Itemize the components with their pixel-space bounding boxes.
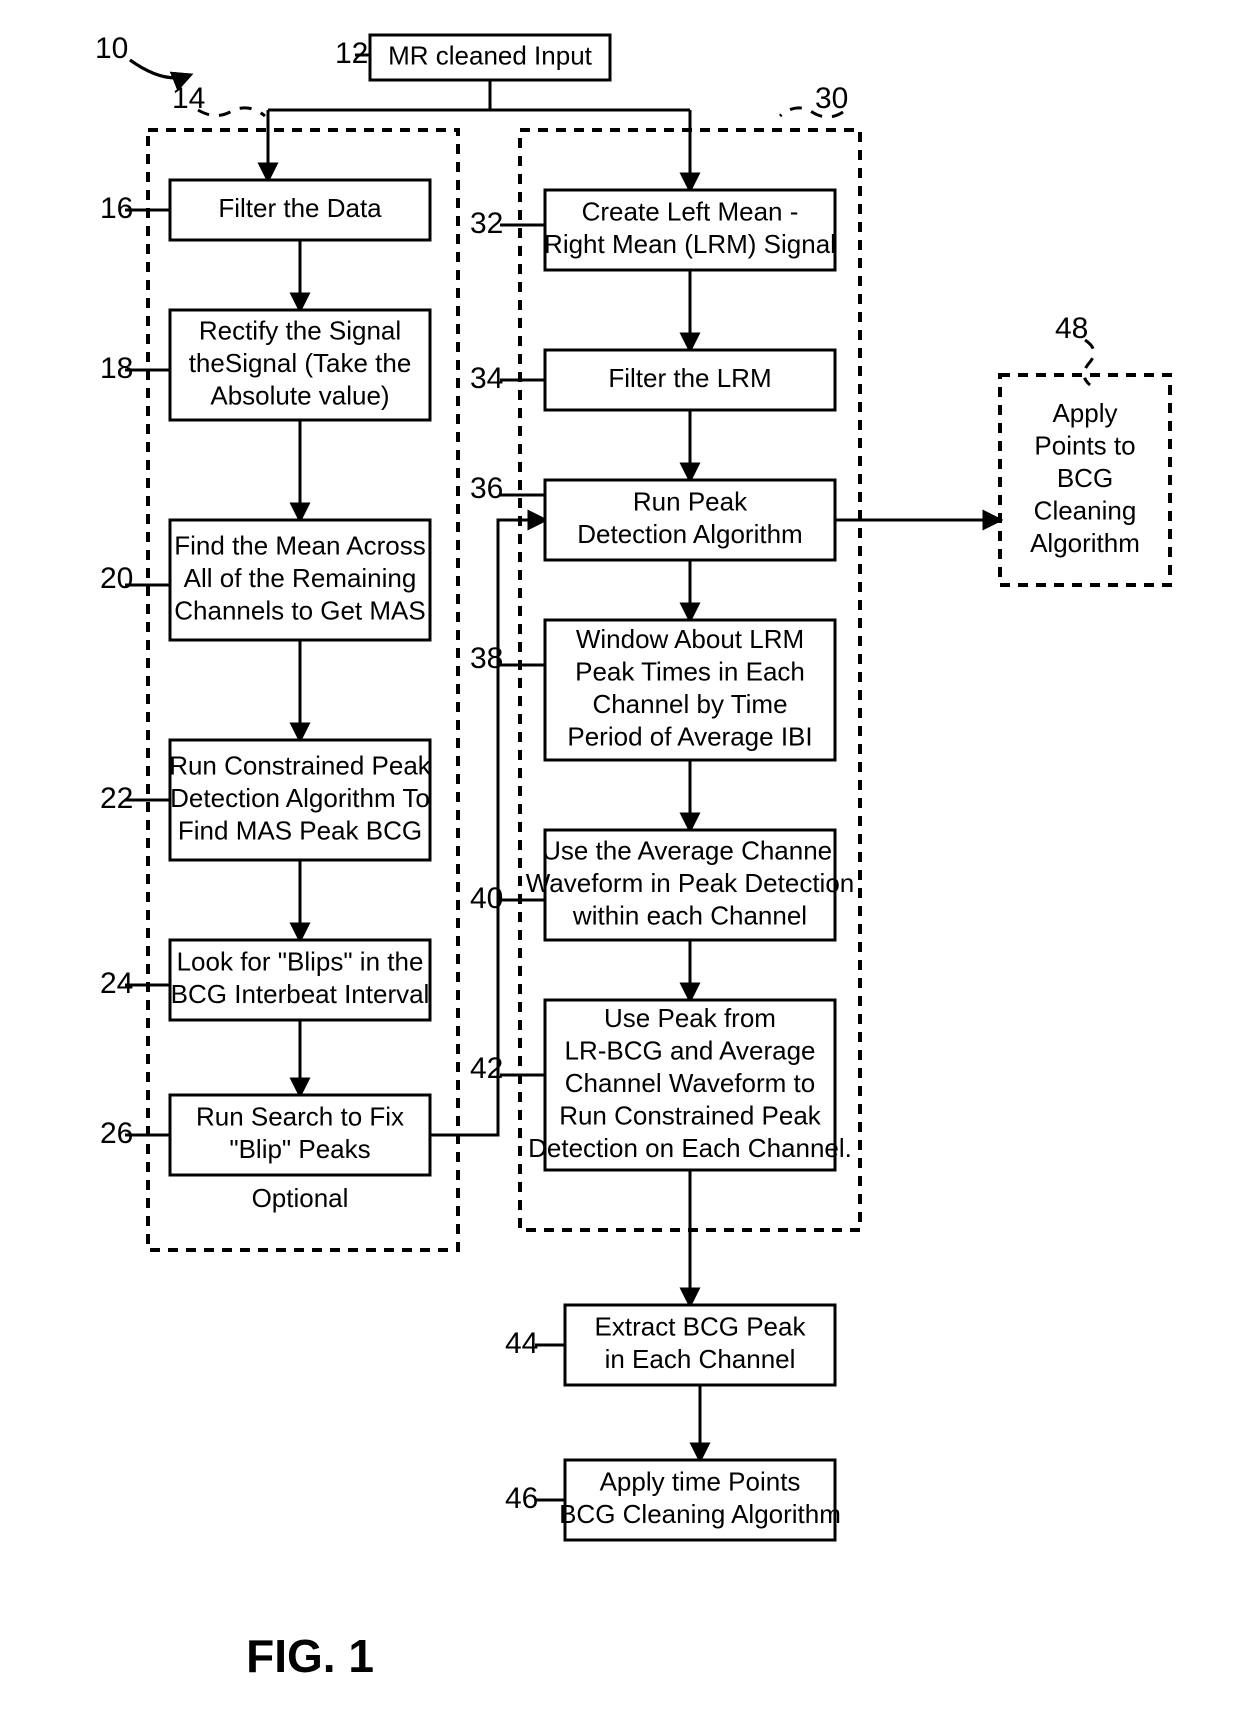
box-b18-line-1: theSignal (Take the (189, 348, 412, 378)
optional-caption: Optional (252, 1183, 349, 1213)
box-b44-line-1: in Each Channel (605, 1344, 796, 1374)
box-b22-line-2: Find MAS Peak BCG (178, 815, 422, 845)
box-b18: Rectify the SignaltheSignal (Take theAbs… (170, 310, 430, 420)
box-b26-line-0: Run Search to Fix (196, 1102, 404, 1132)
box-b16: Filter the Data (170, 180, 430, 240)
box-b38-line-3: Period of Average IBI (567, 722, 812, 752)
box-b48-line-3: Cleaning (1034, 495, 1137, 525)
ref-32: 32 (470, 207, 503, 240)
ref-38: 38 (470, 642, 503, 675)
dashed-leader-n14 (198, 108, 265, 116)
ref-42: 42 (470, 1052, 503, 1085)
box-b42-line-4: Detection on Each Channel. (528, 1133, 852, 1163)
box-b20-line-1: All of the Remaining (184, 563, 417, 593)
ref-10: 10 (95, 32, 128, 65)
ref-18: 18 (100, 352, 133, 385)
box-b42-line-0: Use Peak from (604, 1003, 776, 1033)
ref-14: 14 (172, 82, 205, 115)
box-b38: Window About LRMPeak Times in EachChanne… (545, 620, 835, 760)
box-b44: Extract BCG Peakin Each Channel (565, 1305, 835, 1385)
box-b32-line-1: Right Mean (LRM) Signal (544, 229, 836, 259)
group-g14 (148, 130, 458, 1250)
box-b26: Run Search to Fix"Blip" Peaks (170, 1095, 430, 1175)
box-b16-line-0: Filter the Data (218, 193, 382, 223)
ref-30: 30 (815, 82, 848, 115)
box-b20: Find the Mean AcrossAll of the Remaining… (170, 520, 430, 640)
box-b36: Run PeakDetection Algorithm (545, 480, 835, 560)
box-b48: ApplyPoints toBCGCleaningAlgorithm (1000, 375, 1170, 585)
box-b22-line-0: Run Constrained Peak (169, 750, 432, 780)
ref-26: 26 (100, 1117, 133, 1150)
box-b40-line-2: within each Channel (572, 900, 807, 930)
box-b18-line-0: Rectify the Signal (199, 315, 401, 345)
box-b38-line-1: Peak Times in Each (575, 657, 805, 687)
edge-16 (430, 520, 545, 1135)
box-b40-line-0: Use the Average Channel (542, 835, 838, 865)
box-b48-line-0: Apply (1052, 398, 1117, 428)
ref-16: 16 (100, 192, 133, 225)
box-b22-line-1: Detection Algorithm To (170, 783, 430, 813)
box-b36-line-1: Detection Algorithm (577, 519, 802, 549)
box-b38-line-0: Window About LRM (576, 624, 804, 654)
ref-34: 34 (470, 362, 503, 395)
box-b12-line-0: MR cleaned Input (388, 40, 593, 70)
ref-40: 40 (470, 882, 503, 915)
box-b20-line-0: Find the Mean Across (174, 530, 425, 560)
dashed-leader-n48 (1084, 340, 1094, 385)
ref-44: 44 (505, 1327, 538, 1360)
box-b26-line-1: "Blip" Peaks (229, 1134, 370, 1164)
box-b24: Look for "Blips" in theBCG Interbeat Int… (170, 940, 430, 1020)
box-b42: Use Peak fromLR-BCG and AverageChannel W… (528, 1000, 852, 1170)
leader-0-arrow (130, 60, 190, 78)
box-b40: Use the Average ChannelWaveform in Peak … (526, 830, 855, 940)
box-b34: Filter the LRM (545, 350, 835, 410)
box-b46-line-1: BCG Cleaning Algorithm (559, 1499, 841, 1529)
box-b48-line-4: Algorithm (1030, 528, 1140, 558)
box-b32-line-0: Create Left Mean - (582, 197, 799, 227)
ref-24: 24 (100, 967, 133, 1000)
ref-22: 22 (100, 782, 133, 815)
box-b46: Apply time PointsBCG Cleaning Algorithm (559, 1460, 841, 1540)
box-b24-line-1: BCG Interbeat Interval (171, 979, 430, 1009)
box-b38-line-2: Channel by Time (592, 689, 787, 719)
box-b42-line-1: LR-BCG and Average (565, 1035, 816, 1065)
box-b36-line-0: Run Peak (633, 487, 748, 517)
box-b18-line-2: Absolute value) (210, 380, 389, 410)
box-b42-line-2: Channel Waveform to (565, 1068, 815, 1098)
ref-36: 36 (470, 472, 503, 505)
figure-label: FIG. 1 (246, 1630, 374, 1682)
box-b34-line-0: Filter the LRM (608, 363, 771, 393)
ref-12: 12 (335, 37, 368, 70)
ref-46: 46 (505, 1482, 538, 1515)
ref-20: 20 (100, 562, 133, 595)
box-b48-line-2: BCG (1057, 463, 1113, 493)
ref-48: 48 (1055, 312, 1088, 345)
box-b20-line-2: Channels to Get MAS (174, 595, 425, 625)
box-b12: MR cleaned Input (370, 35, 610, 80)
box-b32: Create Left Mean -Right Mean (LRM) Signa… (544, 190, 836, 270)
box-b22: Run Constrained PeakDetection Algorithm … (169, 740, 432, 860)
box-b46-line-0: Apply time Points (600, 1467, 801, 1497)
box-b24-line-0: Look for "Blips" in the (177, 947, 424, 977)
box-b40-line-1: Waveform in Peak Detection (526, 868, 855, 898)
box-b44-line-0: Extract BCG Peak (595, 1312, 807, 1342)
box-b42-line-3: Run Constrained Peak (559, 1100, 822, 1130)
box-b48-line-1: Points to (1034, 430, 1135, 460)
